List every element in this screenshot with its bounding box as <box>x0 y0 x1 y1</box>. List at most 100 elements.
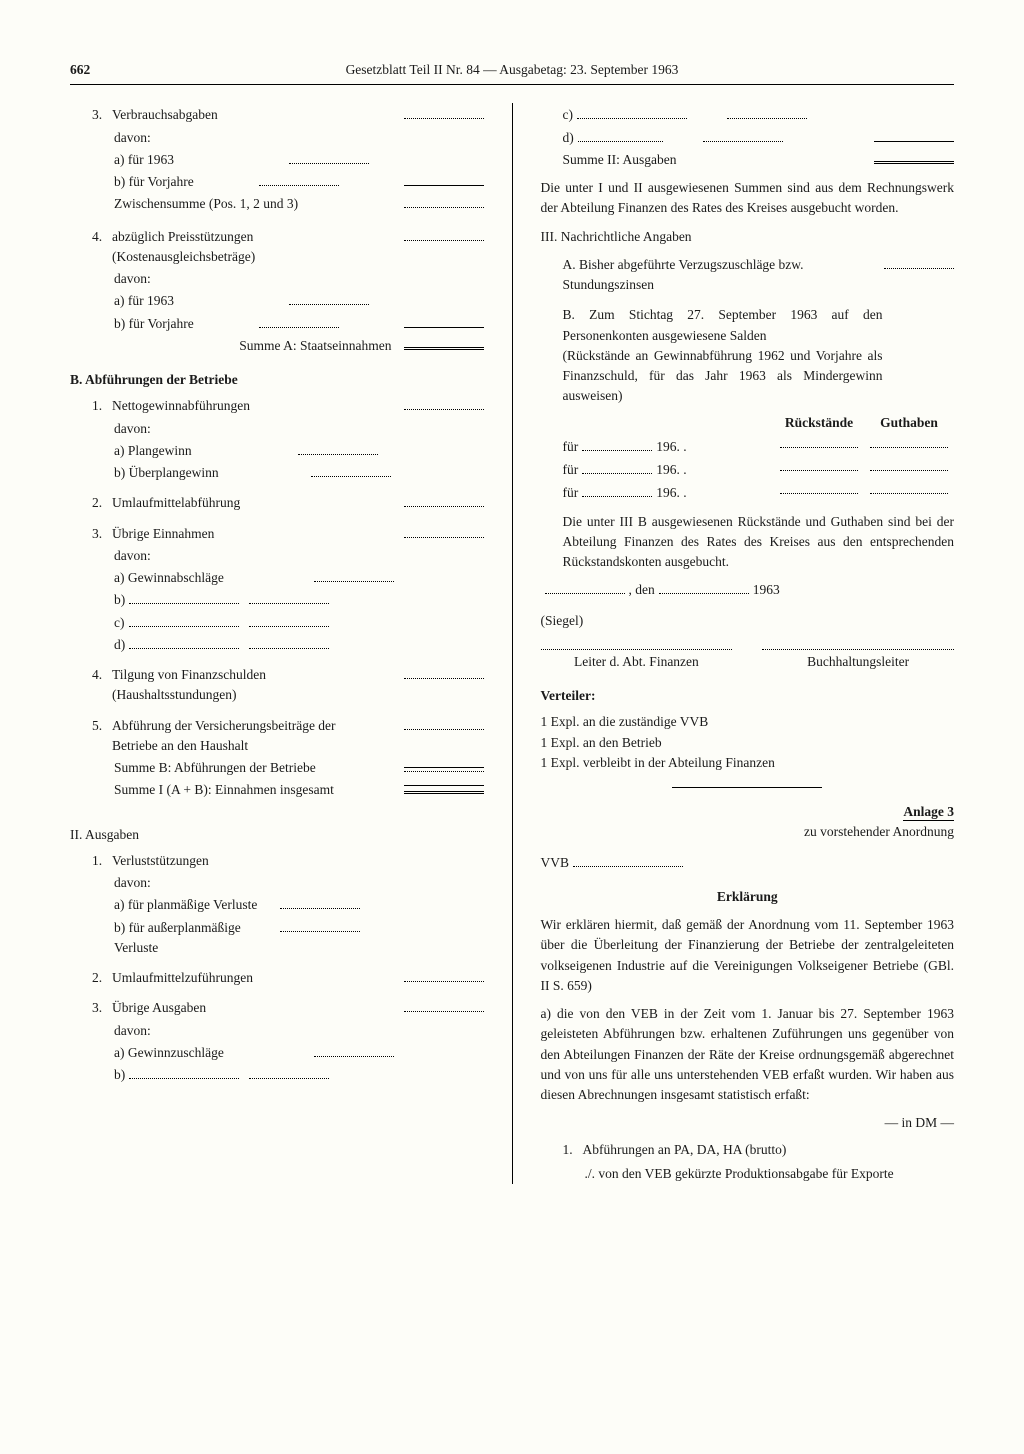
item-3-zw: Zwischensumme (Pos. 1, 2 und 3) <box>70 194 484 214</box>
dots <box>762 639 954 650</box>
label: Übrige Einnahmen <box>112 524 404 544</box>
num: 2. <box>92 968 112 988</box>
dots-dbl <box>404 345 484 350</box>
item-d: d) <box>541 128 955 148</box>
item-b1b: b) Überplangewinn <box>70 463 484 483</box>
dots <box>249 648 329 649</box>
table-header: Rückstände Guthaben <box>541 413 955 433</box>
dots <box>249 603 329 604</box>
item-4: 4. abzüglich Preisstützungen (Kostenausg… <box>70 227 484 268</box>
anlage-label: Anlage 3 <box>903 804 954 821</box>
davon: davon: <box>70 546 484 566</box>
label: Summe I (A + B): Einnahmen insgesamt <box>114 780 334 800</box>
dots <box>404 409 484 410</box>
item-a1-sub: ./. von den VEB gekürzte Produktionsabga… <box>541 1164 955 1184</box>
dots <box>780 437 858 448</box>
verteiler-item: 1 Expl. an die zuständige VVB <box>541 712 955 732</box>
davon: davon: <box>70 1021 484 1041</box>
label: für <box>563 483 579 503</box>
label: b) <box>114 1065 125 1085</box>
dots <box>129 648 239 649</box>
item-4a: a) für 1963 <box>70 291 484 311</box>
section-ii-title: II. Ausgaben <box>70 825 484 845</box>
dots <box>280 908 360 909</box>
item-b2: 2. Umlaufmittelabführung <box>70 493 484 513</box>
item-ii2: 2. Umlaufmittelzuführungen <box>70 968 484 988</box>
label: , den <box>629 580 655 600</box>
erklaerung-a: a) die von den VEB in der Zeit vom 1. Ja… <box>541 1004 955 1105</box>
davon: davon: <box>70 873 484 893</box>
dots <box>870 437 948 448</box>
dots <box>780 483 858 494</box>
dots <box>541 639 733 650</box>
label: a) für 1963 <box>114 150 283 170</box>
label: d) <box>563 128 574 148</box>
item-b5: 5. Abführung der Versicherungsbeiträge d… <box>70 716 484 757</box>
label: c) <box>114 613 125 633</box>
table-row: für196. . <box>541 460 955 480</box>
item-b3d: d) <box>70 635 484 655</box>
dots <box>404 207 484 208</box>
davon: davon: <box>70 419 484 439</box>
dots <box>289 163 369 164</box>
item-b3c: c) <box>70 613 484 633</box>
dots <box>259 185 339 186</box>
page: 662 Gesetzblatt Teil II Nr. 84 — Ausgabe… <box>0 0 1024 1454</box>
dateline: , den 1963 <box>541 580 955 600</box>
dots <box>545 593 625 594</box>
dots <box>703 141 783 142</box>
dots <box>577 118 687 119</box>
dots <box>259 327 339 328</box>
year: 196. . <box>656 460 686 480</box>
label: b) für Vorjahre <box>114 314 253 334</box>
label: davon: <box>114 419 151 439</box>
dots <box>129 626 239 627</box>
label: Umlaufmittelzuführungen <box>112 968 404 988</box>
rule <box>404 327 484 328</box>
label: Übrige Ausgaben <box>112 998 404 1018</box>
verteiler-item: 1 Expl. verbleibt in der Abteilung Finan… <box>541 753 955 773</box>
column-divider <box>512 103 513 1184</box>
dots <box>404 537 484 538</box>
dots <box>404 767 484 772</box>
dots-dbl <box>874 159 954 164</box>
label: a) für planmäßige Verluste <box>114 895 274 915</box>
siegel: (Siegel) <box>541 611 955 631</box>
label: a) Gewinnzuschläge <box>114 1043 308 1063</box>
th-rueckstaende: Rückstände <box>774 413 864 433</box>
signature-box: Leiter d. Abt. Finanzen <box>541 639 733 672</box>
dots <box>314 581 394 582</box>
signature-label: Leiter d. Abt. Finanzen <box>541 652 733 672</box>
label: davon: <box>114 546 151 566</box>
label: Umlaufmittelabführung <box>112 493 404 513</box>
label: davon: <box>114 269 151 289</box>
num: 3. <box>92 105 112 125</box>
dots <box>298 454 378 455</box>
num: 2. <box>92 493 112 513</box>
dots <box>780 460 858 471</box>
dots <box>659 593 749 594</box>
item-ii3b: b) <box>70 1065 484 1085</box>
dots <box>582 496 652 497</box>
page-number: 662 <box>70 60 90 80</box>
label: Zwischensumme (Pos. 1, 2 und 3) <box>114 194 334 214</box>
table-row: für196. . <box>541 437 955 457</box>
label: b) für außerplanmäßige Verluste <box>114 918 274 959</box>
page-header: 662 Gesetzblatt Teil II Nr. 84 — Ausgabe… <box>70 60 954 85</box>
label: davon: <box>114 128 151 148</box>
dots <box>884 268 954 269</box>
sum-a: Summe A: Staatseinnahmen <box>70 336 484 356</box>
label: Summe A: Staatseinnahmen <box>239 336 391 356</box>
section-b-title: B. Abführungen der Betriebe <box>70 370 484 390</box>
dots <box>289 304 369 305</box>
dots <box>404 240 484 241</box>
dots <box>249 1078 329 1079</box>
dots <box>404 981 484 982</box>
label: Verbrauchsabgaben <box>112 105 404 125</box>
sum-b: Summe B: Abführungen der Betriebe <box>70 758 484 778</box>
label: d) <box>114 635 125 655</box>
label: a) Gewinnabschläge <box>114 568 308 588</box>
item-3a: a) für 1963 <box>70 150 484 170</box>
dots <box>870 460 948 471</box>
dots <box>582 473 652 474</box>
